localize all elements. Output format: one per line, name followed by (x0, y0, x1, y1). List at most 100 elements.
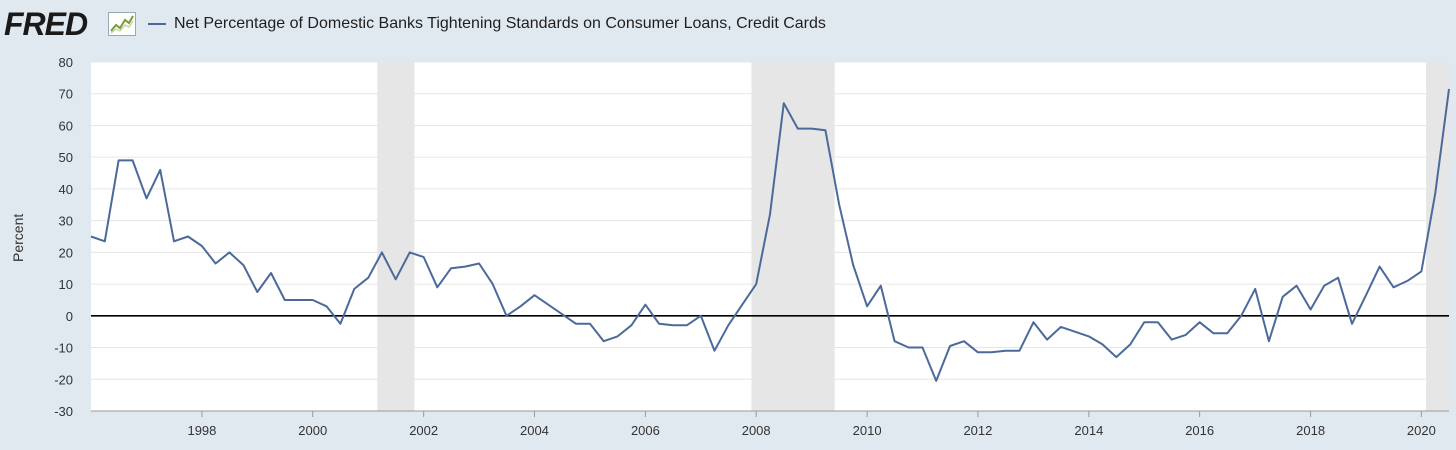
data-point (1405, 279, 1409, 283)
x-tick-label: 2012 (963, 423, 992, 438)
x-tick-label: 2002 (409, 423, 438, 438)
data-point (1156, 320, 1160, 324)
y-tick-label: -20 (54, 372, 73, 387)
y-tick-label: 70 (59, 87, 73, 102)
y-tick-label: -30 (54, 404, 73, 419)
x-tick-label: 2016 (1185, 423, 1214, 438)
data-point (117, 158, 121, 162)
x-tick-label: 2004 (520, 423, 549, 438)
data-point (699, 314, 703, 318)
data-point (1087, 334, 1091, 338)
data-point (394, 277, 398, 281)
data-point (823, 128, 827, 132)
fred-graph-icon (108, 12, 136, 36)
data-point (1142, 320, 1146, 324)
data-point (1225, 331, 1229, 335)
data-point (241, 263, 245, 267)
data-point (366, 276, 370, 280)
data-point (976, 350, 980, 354)
data-point (1239, 314, 1243, 318)
y-tick-label: 10 (59, 277, 73, 292)
data-point (186, 235, 190, 239)
data-point (214, 261, 218, 265)
data-point (1364, 293, 1368, 297)
data-point (1045, 338, 1049, 342)
data-point (1447, 87, 1451, 91)
data-point (505, 314, 509, 318)
data-point (934, 379, 938, 383)
y-tick-label: 50 (59, 150, 73, 165)
data-point (712, 349, 716, 353)
data-point (103, 239, 107, 243)
data-point (1031, 320, 1035, 324)
legend[interactable]: Net Percentage of Domestic Banks Tighten… (148, 15, 826, 33)
data-point (629, 323, 633, 327)
data-point (477, 261, 481, 265)
data-point (615, 334, 619, 338)
y-tick-label: 60 (59, 118, 73, 133)
x-tick-label: 2014 (1074, 423, 1103, 438)
data-point (574, 322, 578, 326)
data-point (532, 293, 536, 297)
data-point (158, 168, 162, 172)
x-tick-label: 1998 (187, 423, 216, 438)
data-point (1295, 284, 1299, 288)
fred-logo[interactable]: FRED (4, 6, 88, 42)
data-point (657, 322, 661, 326)
x-tick-label: 2020 (1407, 423, 1436, 438)
data-point (948, 344, 952, 348)
data-point (325, 304, 329, 308)
data-point (227, 250, 231, 254)
data-point (588, 322, 592, 326)
data-point (1198, 320, 1202, 324)
data-point (990, 350, 994, 354)
data-point (754, 282, 758, 286)
y-tick-label: -10 (54, 341, 73, 356)
data-point (921, 346, 925, 350)
data-point (837, 203, 841, 207)
data-point (907, 346, 911, 350)
data-point (768, 212, 772, 216)
data-point (352, 287, 356, 291)
data-point (255, 290, 259, 294)
data-point (463, 265, 467, 269)
y-tick-label: 30 (59, 214, 73, 229)
data-point (1170, 338, 1174, 342)
data-point (338, 322, 342, 326)
data-point (1322, 284, 1326, 288)
data-point (685, 323, 689, 327)
recession-band (377, 62, 415, 411)
data-point (449, 266, 453, 270)
data-point (1184, 333, 1188, 337)
data-point (1378, 265, 1382, 269)
data-point (1253, 287, 1257, 291)
data-point (796, 127, 800, 131)
y-tick-label: 80 (59, 55, 73, 70)
data-point (518, 304, 522, 308)
chart-header: FRED Net Percentage of Domestic Banks Ti… (0, 0, 1456, 52)
data-point (380, 250, 384, 254)
data-point (643, 303, 647, 307)
data-point (283, 298, 287, 302)
data-point (1419, 269, 1423, 273)
data-point (1391, 285, 1395, 289)
x-tick-label: 2000 (298, 423, 327, 438)
data-point (851, 263, 855, 267)
data-point (311, 298, 315, 302)
data-point (1128, 342, 1132, 346)
legend-swatch (148, 23, 166, 25)
data-point (560, 312, 564, 316)
x-tick-label: 2010 (853, 423, 882, 438)
data-point (865, 304, 869, 308)
data-point (602, 339, 606, 343)
data-point (1336, 276, 1340, 280)
data-point (1018, 349, 1022, 353)
recession-band (751, 62, 835, 411)
data-point (408, 250, 412, 254)
data-point (1073, 330, 1077, 334)
data-point (131, 158, 135, 162)
data-point (200, 244, 204, 248)
series-line (90, 88, 1450, 382)
data-point (671, 323, 675, 327)
